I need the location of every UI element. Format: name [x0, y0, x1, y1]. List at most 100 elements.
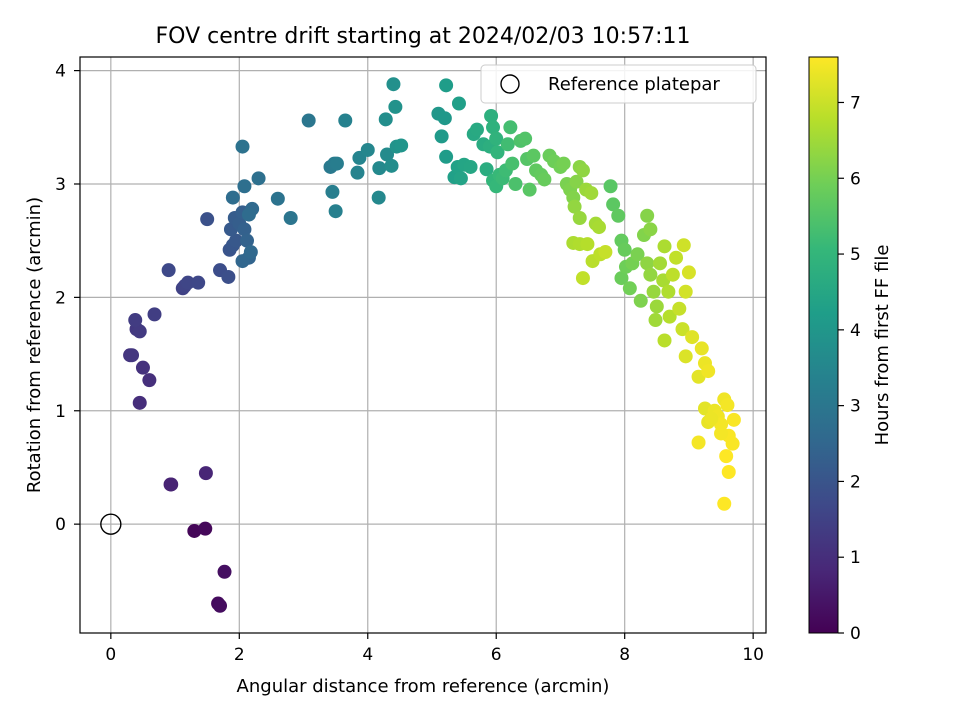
data-point: [649, 299, 664, 314]
data-point: [386, 77, 401, 92]
data-point: [676, 238, 691, 253]
x-tick-label: 2: [234, 645, 245, 665]
data-point: [125, 348, 140, 363]
data-point: [270, 191, 285, 206]
data-point: [694, 341, 709, 356]
data-point: [575, 271, 590, 286]
data-point: [518, 131, 533, 146]
colorbar-tick-label: 1: [850, 548, 861, 568]
data-point: [717, 496, 732, 511]
data-point: [500, 137, 515, 152]
data-point: [437, 111, 452, 126]
data-point: [325, 184, 340, 199]
data-point: [537, 172, 552, 187]
colorbar-tick-label: 4: [850, 321, 861, 341]
data-point: [328, 204, 343, 219]
colorbar-tick-label: 0: [850, 624, 861, 644]
data-point: [241, 207, 256, 222]
data-point: [394, 138, 409, 153]
data-point: [725, 436, 740, 451]
data-point: [556, 156, 571, 171]
data-point: [135, 360, 150, 375]
data-point: [237, 179, 252, 194]
data-point: [614, 271, 629, 286]
data-point: [584, 186, 599, 201]
x-axis-ticks: 0 2 4 6 8 10: [105, 633, 764, 665]
data-point: [200, 212, 215, 227]
colorbar-tick-label: 2: [850, 472, 861, 492]
x-tick-label: 4: [362, 645, 373, 665]
legend-label: Reference platepar: [548, 74, 720, 95]
x-tick-label: 8: [619, 645, 630, 665]
data-point: [490, 145, 505, 160]
data-point: [569, 174, 584, 189]
data-point: [453, 171, 468, 186]
data-point: [484, 108, 499, 123]
data-point: [439, 149, 454, 164]
data-point: [251, 171, 266, 186]
data-point: [439, 78, 454, 93]
data-point: [678, 284, 693, 299]
data-point: [526, 148, 541, 163]
data-point: [469, 122, 484, 137]
data-point: [243, 245, 258, 260]
data-point: [675, 322, 690, 337]
data-point: [633, 293, 648, 308]
plot-frame: [79, 56, 767, 634]
data-point: [434, 129, 449, 144]
data-point: [338, 113, 353, 128]
data-point: [479, 162, 494, 177]
data-point: [463, 159, 478, 174]
data-point: [657, 239, 672, 254]
data-point: [572, 211, 587, 226]
y-tick-label: 4: [55, 62, 66, 82]
data-point: [721, 464, 736, 479]
data-point: [640, 256, 655, 271]
data-point: [132, 324, 147, 339]
data-point: [329, 156, 344, 171]
data-point: [489, 131, 504, 146]
data-point: [505, 156, 520, 171]
data-point: [522, 182, 537, 197]
data-point: [646, 284, 661, 299]
data-points: [100, 77, 741, 613]
data-point: [128, 313, 143, 328]
data-point: [503, 120, 518, 135]
data-point: [486, 120, 501, 135]
data-point: [235, 254, 250, 269]
data-point: [611, 208, 626, 223]
legend-box: [480, 64, 757, 104]
data-point: [669, 250, 684, 265]
data-point: [283, 211, 298, 226]
colorbar: 0 1 2 3 4 5 6 7 Hours from first FF file: [808, 56, 893, 644]
data-point: [640, 208, 655, 223]
data-point: [720, 398, 735, 413]
data-point: [221, 269, 236, 284]
y-axis-label: Rotation from reference (arcmin): [24, 197, 45, 493]
data-point: [380, 147, 395, 162]
y-axis-ticks: 0 1 2 3 4: [55, 62, 80, 535]
data-point: [132, 395, 147, 410]
data-point: [661, 284, 676, 299]
data-point: [681, 265, 696, 280]
data-point: [701, 364, 716, 379]
colorbar-tick-label: 6: [850, 169, 861, 189]
data-point: [598, 245, 613, 260]
data-point: [657, 333, 672, 348]
data-point: [217, 564, 232, 579]
data-point: [617, 242, 632, 257]
data-point: [451, 96, 466, 111]
colorbar-tick-label: 5: [850, 245, 861, 265]
data-point: [161, 263, 176, 278]
data-point: [643, 267, 658, 282]
data-point: [142, 373, 157, 388]
data-point: [603, 179, 618, 194]
data-point: [508, 176, 523, 191]
data-point: [665, 267, 680, 282]
data-point: [719, 449, 734, 464]
colorbar-label: Hours from first FF file: [872, 245, 893, 446]
data-point: [622, 281, 637, 296]
x-tick-label: 0: [105, 645, 116, 665]
legend-marker-open-circle: [500, 74, 520, 94]
data-point: [198, 521, 213, 536]
